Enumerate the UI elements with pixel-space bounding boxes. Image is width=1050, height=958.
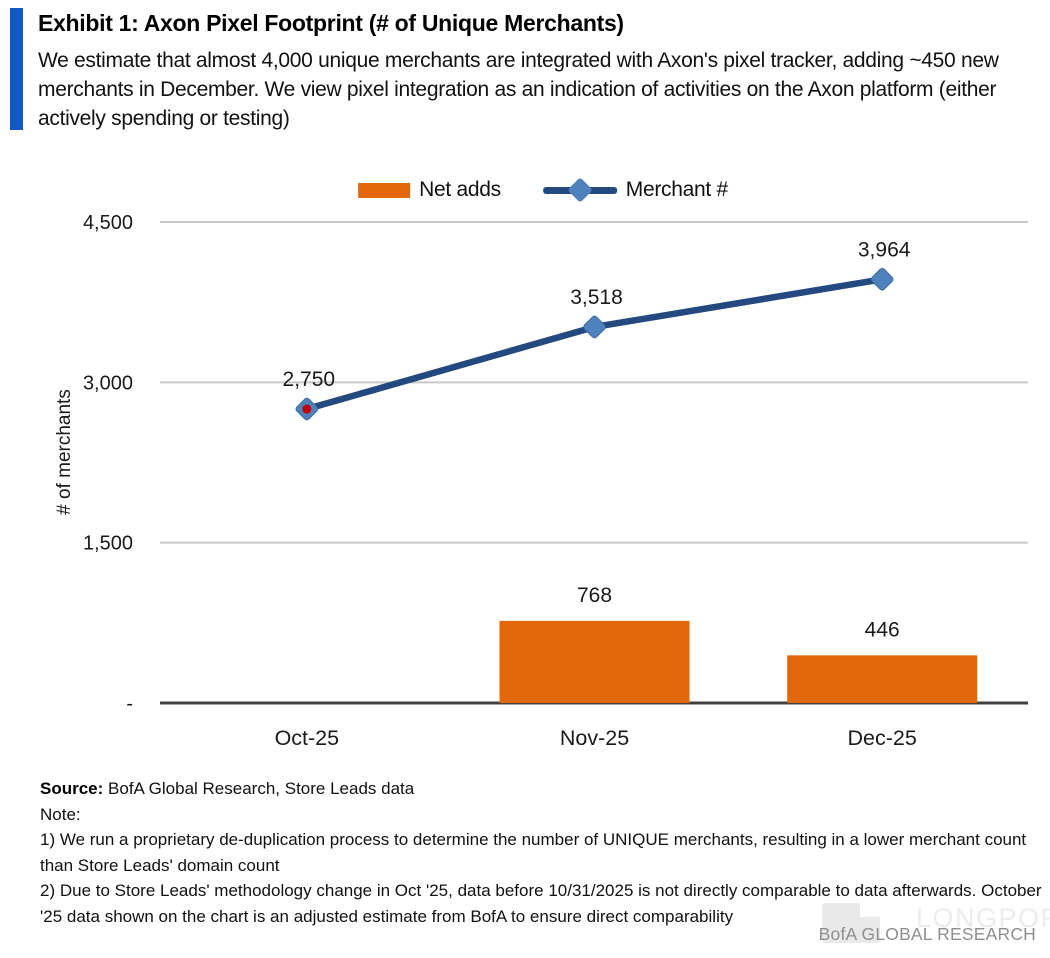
line-label-Nov-25: 3,518 [570, 286, 623, 309]
x-label-Oct-25: Oct-25 [275, 726, 340, 750]
merchant-line-swatch-icon [542, 177, 617, 203]
y-tick-label-3000: 3,000 [83, 372, 133, 394]
bar-label-Nov-25: 768 [577, 584, 612, 607]
merchant-marker-Nov-25 [583, 315, 606, 339]
merchant-marker-Dec-25 [870, 268, 894, 291]
y-tick-label-1500: 1,500 [83, 533, 133, 555]
legend-label-net-adds: Net adds [419, 178, 501, 201]
bar-label-Dec-25: 446 [865, 618, 900, 641]
net-adds-swatch-icon [358, 182, 411, 198]
line-label-Dec-25: 3,964 [858, 238, 911, 261]
note-2: 2) Due to Store Leads' methodology chang… [40, 881, 1042, 926]
exhibit-title: Exhibit 1: Axon Pixel Footprint (# of Un… [38, 10, 624, 36]
adjusted-estimate-dot-icon [302, 404, 312, 414]
footer-notes: Source: BofA Global Research, Store Lead… [40, 776, 1050, 929]
note-label: Note: [40, 804, 81, 824]
bar-Dec-25 [787, 655, 978, 703]
exhibit-subtitle: We estimate that almost 4,000 unique mer… [38, 49, 999, 130]
line-label-Oct-25: 2,750 [283, 368, 336, 391]
legend-label-merchant: Merchant # [625, 178, 728, 201]
header-accent-bar [10, 8, 23, 130]
y-tick-label-0: - [126, 693, 133, 715]
source-text: BofA Global Research, Store Leads data [103, 779, 415, 798]
longport-logo-icon [822, 903, 880, 943]
legend-item-net-adds: Net adds [358, 178, 501, 202]
chart-legend: Net adds Merchant # [358, 177, 728, 203]
x-label-Nov-25: Nov-25 [560, 726, 629, 750]
note-1: 1) We run a proprietary de-duplication p… [40, 830, 1027, 875]
source-label: Source: [40, 779, 104, 798]
combo-chart: 4,500 3,000 1,500 - # of merchants 768 446 2,75… [54, 212, 1028, 750]
y-tick-label-4500: 4,500 [83, 212, 133, 234]
bofa-global-research-label: BofA GLOBAL RESEARCH [818, 924, 1036, 944]
source-line: Source: BofA Global Research, Store Lead… [40, 776, 1050, 802]
bar-Nov-25 [499, 620, 690, 703]
x-label-Dec-25: Dec-25 [848, 726, 917, 750]
merchant-diamond-marker-icon [567, 177, 593, 203]
y-axis-title: # of merchants [54, 389, 75, 515]
legend-item-merchant: Merchant # [542, 177, 728, 203]
longport-watermark: LONGPORT [916, 903, 1050, 933]
